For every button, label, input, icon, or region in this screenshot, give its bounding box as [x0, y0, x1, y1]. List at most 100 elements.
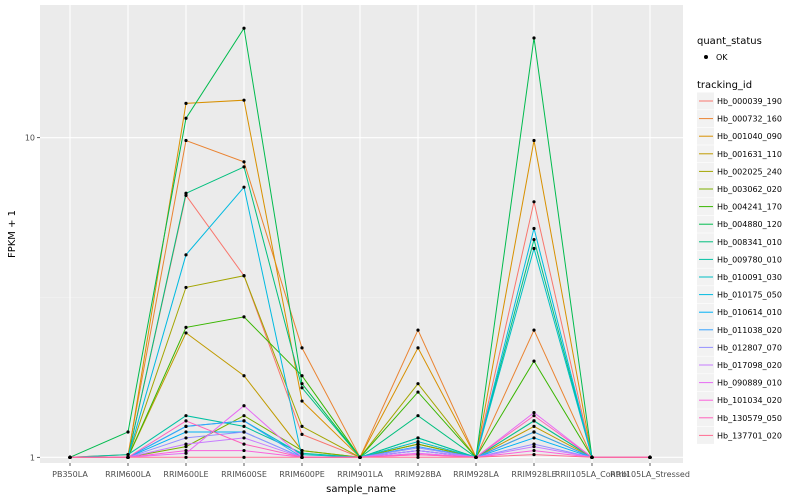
data-point — [184, 253, 188, 257]
legend-shape-key — [704, 55, 708, 59]
data-point — [416, 414, 420, 418]
data-point — [184, 414, 188, 418]
data-point — [242, 455, 246, 459]
legend-label: Hb_137701_020 — [717, 431, 782, 440]
x-tick-label: RRII105LA_Control — [555, 470, 629, 479]
data-point — [242, 436, 246, 440]
data-point — [532, 452, 536, 457]
data-point — [300, 386, 304, 390]
data-point — [242, 419, 246, 423]
data-point — [300, 399, 304, 403]
data-point — [532, 419, 536, 423]
y-axis-title: FPKM + 1 — [7, 210, 18, 258]
legend-label: Hb_130579_050 — [717, 414, 782, 423]
data-point — [242, 165, 246, 169]
data-point — [416, 390, 420, 394]
data-point — [242, 448, 246, 453]
data-point — [126, 430, 130, 434]
data-point — [242, 98, 246, 102]
x-tick-label: RRIM600SE — [221, 470, 267, 479]
legend-label: Hb_090889_010 — [717, 379, 782, 388]
data-point — [532, 414, 536, 418]
legend: quant_status OK tracking_id Hb_000039_19… — [697, 36, 782, 444]
legend-shape-title: quant_status — [697, 36, 762, 47]
data-point — [416, 346, 420, 350]
data-point — [532, 448, 536, 453]
x-tick-label: PB350LA — [52, 470, 88, 479]
data-point — [300, 346, 304, 350]
data-point — [300, 455, 304, 459]
legend-label: Hb_010614_010 — [717, 308, 782, 317]
grid — [40, 5, 683, 463]
data-point — [184, 331, 188, 335]
x-tick-label: RRIM600LA — [105, 470, 151, 479]
data-point — [416, 382, 420, 386]
legend-color-title: tracking_id — [697, 80, 752, 91]
x-tick-label: RRIM928BA — [395, 470, 442, 479]
data-point — [184, 445, 188, 449]
legend-label: Hb_004241_170 — [717, 203, 782, 212]
legend-label: Hb_010175_050 — [717, 291, 782, 300]
data-point — [416, 442, 420, 446]
data-point — [242, 442, 246, 446]
data-point — [532, 411, 536, 415]
data-point — [184, 448, 188, 453]
x-tick-label: RRII105LA_Stressed — [610, 470, 690, 479]
x-tick-label: RRIM928LA — [453, 470, 499, 479]
y-tick-label: 10 — [25, 134, 35, 143]
data-point — [184, 424, 188, 428]
data-point — [474, 455, 478, 459]
data-point — [242, 430, 246, 434]
data-point — [242, 424, 246, 428]
data-point — [358, 455, 362, 459]
x-tick-label: RRIM600PE — [279, 470, 325, 479]
data-point — [532, 246, 536, 251]
x-axis: PB350LA RRIM600LA RRIM600LE RRIM600SE RRIM60… — [52, 463, 690, 479]
data-point — [184, 191, 188, 195]
legend-label: Hb_101034_020 — [717, 396, 782, 405]
data-point — [532, 138, 536, 143]
data-point — [648, 455, 652, 459]
data-point — [532, 442, 536, 446]
x-tick-label: RRIM600LE — [163, 470, 208, 479]
data-point — [532, 445, 536, 449]
data-point — [532, 436, 536, 440]
data-point — [300, 374, 304, 378]
data-point — [184, 101, 188, 105]
data-point — [68, 455, 72, 459]
data-point — [184, 325, 188, 329]
legend-label: Hb_017098_020 — [717, 361, 782, 370]
legend-shape-label: OK — [716, 53, 728, 62]
data-point — [300, 448, 304, 453]
data-point — [242, 404, 246, 408]
data-point — [416, 455, 420, 459]
data-point — [300, 382, 304, 386]
data-point — [184, 451, 188, 455]
data-point — [184, 455, 188, 459]
data-point — [242, 185, 246, 189]
data-point — [184, 419, 188, 423]
legend-label: Hb_001631_110 — [717, 150, 782, 159]
data-point — [184, 138, 188, 143]
data-point — [184, 442, 188, 446]
data-point — [242, 414, 246, 418]
data-point — [532, 36, 536, 40]
y-tick-label: 1 — [30, 453, 35, 462]
plot-panel — [40, 5, 683, 463]
data-point — [532, 237, 536, 242]
legend-label: Hb_001040_090 — [717, 132, 782, 141]
legend-label: Hb_008341_010 — [717, 238, 782, 247]
data-point — [300, 424, 304, 428]
legend-label: Hb_010091_030 — [717, 273, 782, 282]
data-point — [300, 452, 304, 457]
data-point — [416, 446, 420, 450]
data-point — [532, 359, 536, 363]
x-tick-label: RRIM928LE — [511, 470, 556, 479]
legend-label: Hb_003062_020 — [717, 185, 782, 194]
data-point — [184, 285, 188, 290]
data-point — [242, 160, 246, 164]
legend-label: Hb_000039_190 — [717, 97, 782, 106]
data-point — [416, 439, 420, 444]
legend-label: Hb_000732_160 — [717, 115, 782, 124]
